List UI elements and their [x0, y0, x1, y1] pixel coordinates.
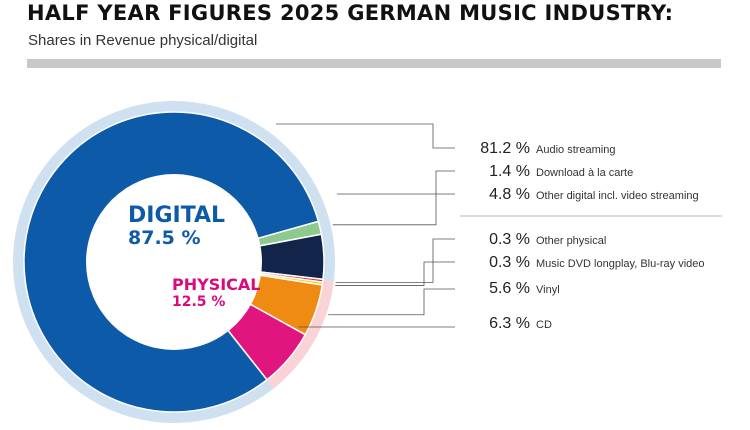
- title-divider: [27, 59, 721, 68]
- leader-line: [332, 170, 455, 226]
- legend-label: Other digital incl. video streaming: [536, 190, 699, 202]
- legend-row-audio-streaming: 81.2 % Audio streaming: [460, 140, 616, 158]
- chart-title: HALF YEAR FIGURES 2025 GERMAN MUSIC INDU…: [27, 1, 674, 25]
- legend-label: Download à la carte: [536, 167, 634, 179]
- leader-line: [335, 238, 455, 283]
- legend-value: 6.3 %: [489, 315, 530, 332]
- legend-value: 4.8 %: [489, 186, 530, 203]
- legend-label: Other physical: [536, 235, 607, 247]
- physical-share: 12.5 %: [172, 294, 226, 310]
- legend-label: Audio streaming: [536, 144, 616, 156]
- digital-share: 87.5 %: [128, 227, 201, 249]
- digital-group-label: DIGITAL 87.5 %: [128, 205, 225, 248]
- chart-subtitle: Shares in Revenue physical/digital: [28, 32, 258, 49]
- leader-line: [335, 261, 455, 286]
- legend-row-vinyl: 5.6 % Vinyl: [460, 280, 560, 298]
- legend-value: 0.3 %: [489, 254, 530, 271]
- legend-label: Vinyl: [536, 284, 560, 296]
- leader-line: [276, 123, 455, 149]
- legend-value: 5.6 %: [489, 280, 530, 297]
- legend-label: CD: [536, 319, 552, 331]
- legend-value: 81.2 %: [480, 140, 530, 157]
- leader-lines: [276, 123, 455, 328]
- legend-row-music-dvd: 0.3 % Music DVD longplay, Blu-ray video: [460, 254, 705, 272]
- legend-label: Music DVD longplay, Blu-ray video: [536, 258, 705, 270]
- legend-row-other-physical: 0.3 % Other physical: [460, 231, 606, 249]
- physical-group-label: PHYSICAL 12.5 %: [172, 275, 261, 310]
- digital-name: DIGITAL: [128, 203, 226, 228]
- donut-hole: [86, 174, 262, 350]
- legend-value: 0.3 %: [489, 231, 530, 248]
- leader-line: [328, 288, 455, 316]
- physical-name: PHYSICAL: [172, 275, 261, 294]
- legend-row-download: 1.4 % Download à la carte: [460, 163, 633, 181]
- legend-value: 1.4 %: [489, 163, 530, 180]
- legend-row-cd: 6.3 % CD: [460, 315, 552, 333]
- legend-row-other-digital: 4.8 % Other digital incl. video streaming: [460, 186, 699, 204]
